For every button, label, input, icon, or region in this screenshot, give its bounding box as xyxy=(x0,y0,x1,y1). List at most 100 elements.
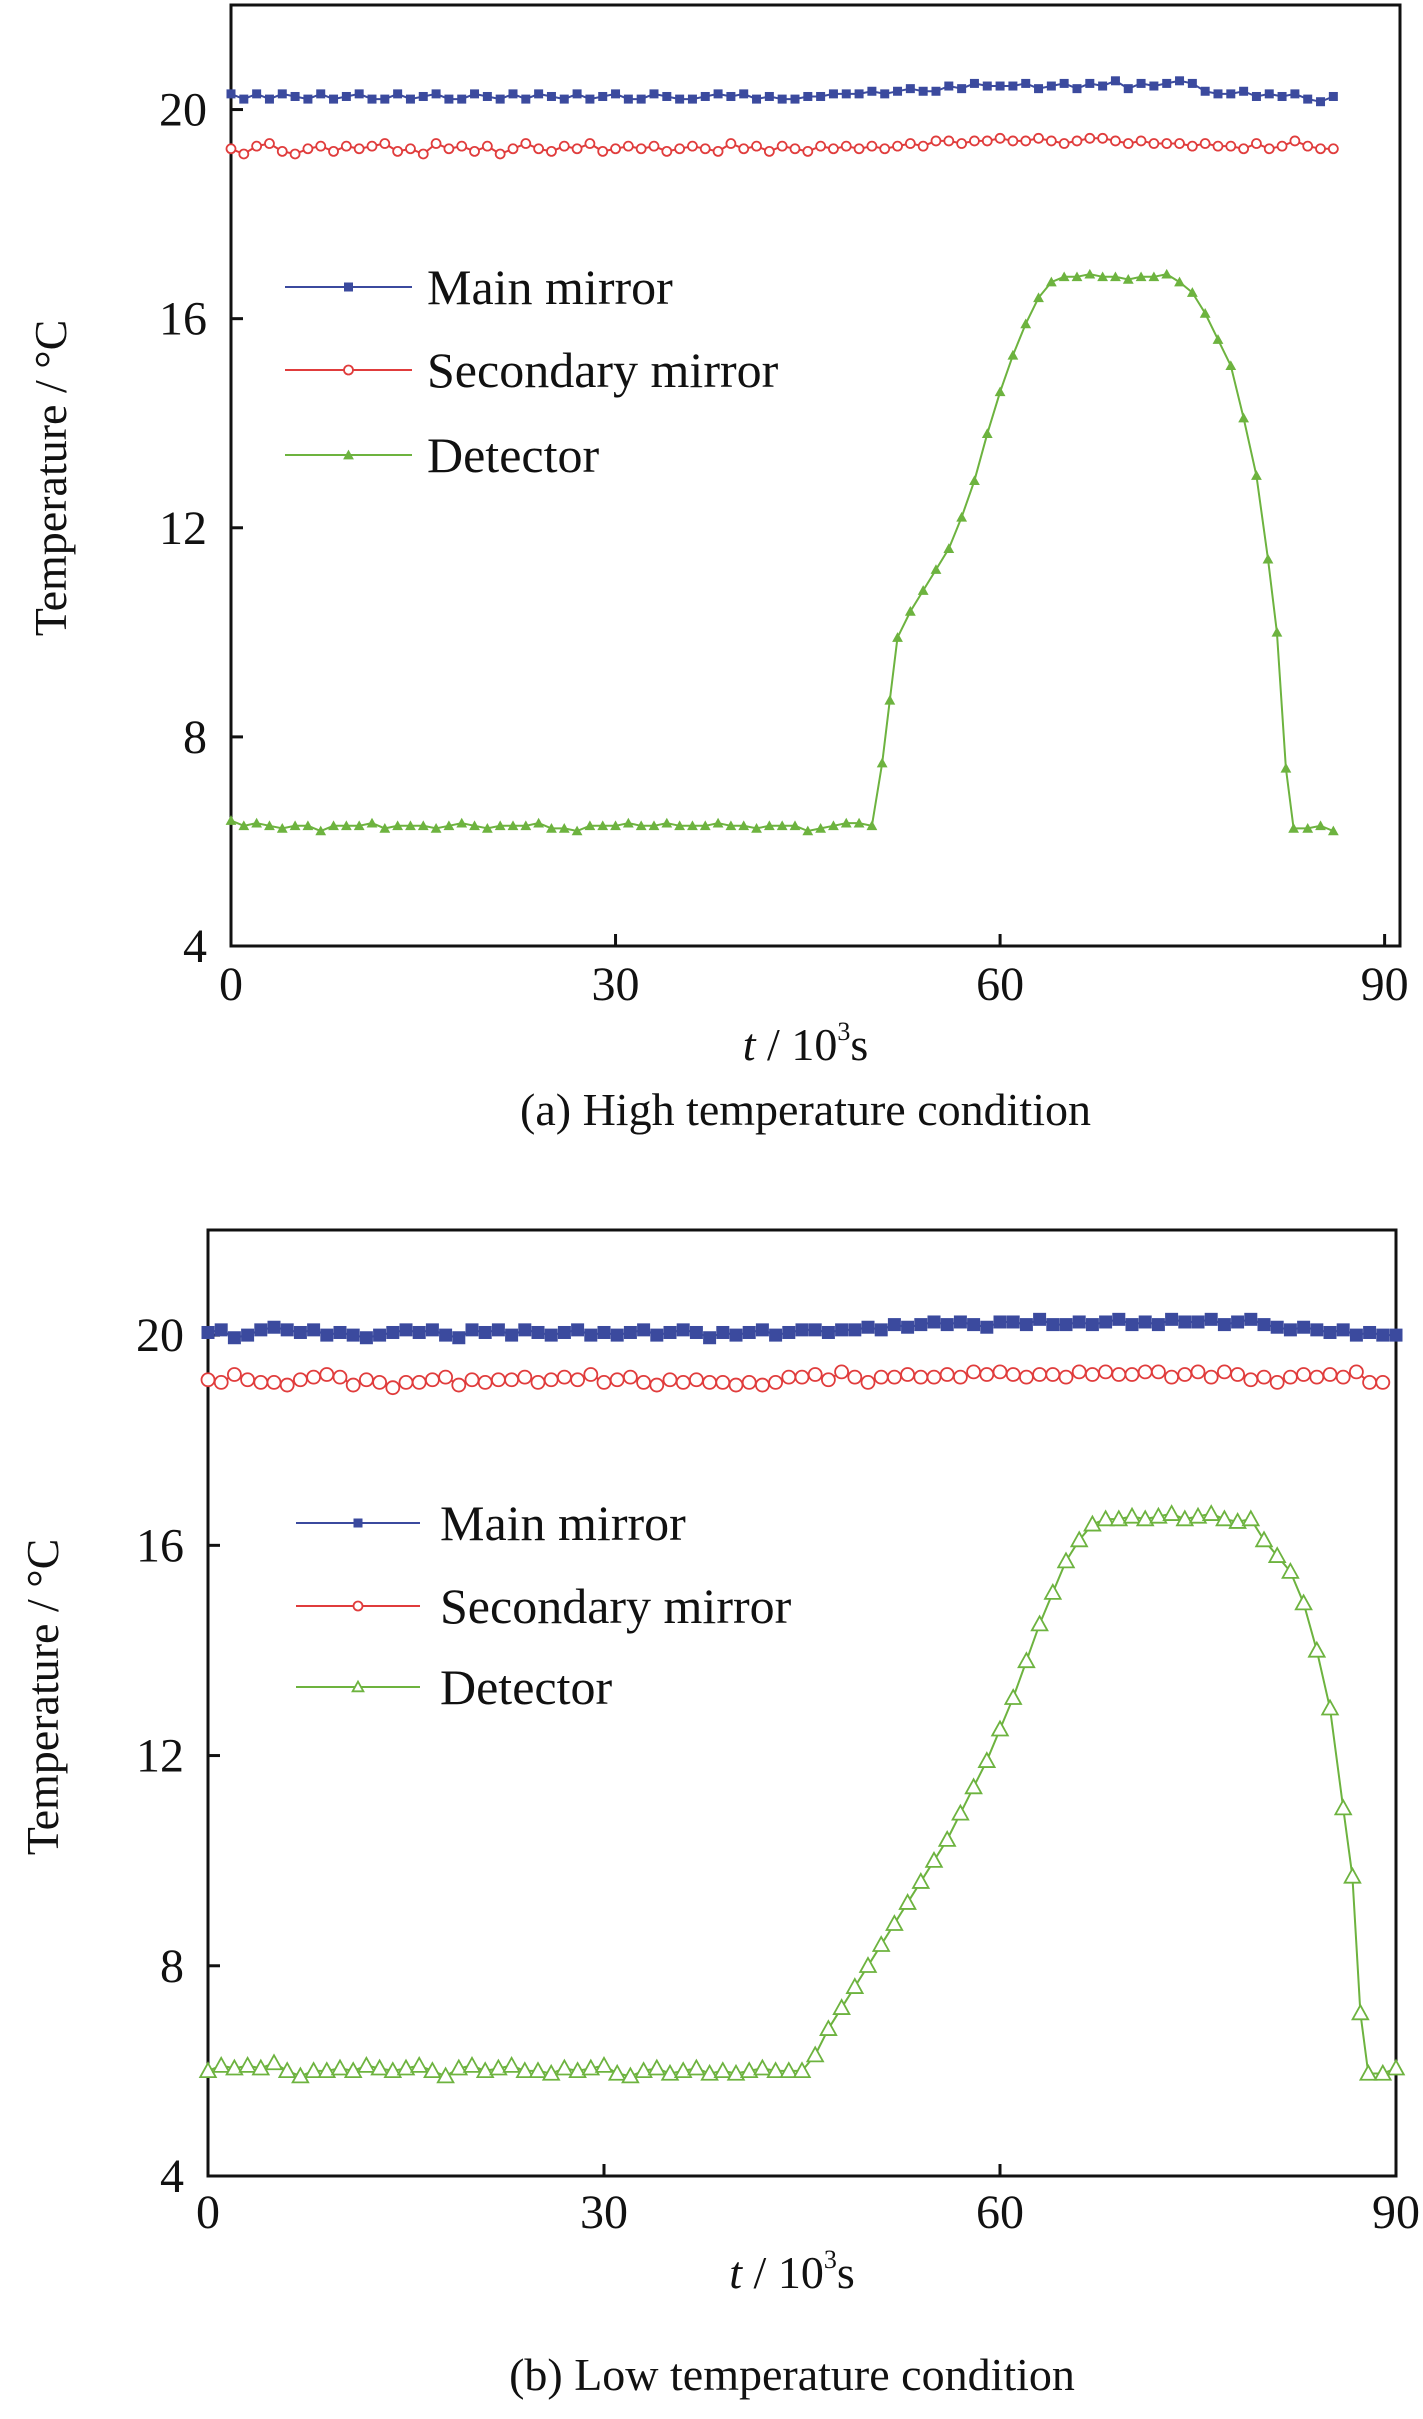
data-point-secondary-mirror xyxy=(1164,1369,1179,1385)
data-point-detector xyxy=(981,428,993,438)
data-point-secondary-mirror xyxy=(900,1367,915,1382)
data-point-main-mirror xyxy=(320,1328,334,1342)
data-point-main-mirror xyxy=(931,86,941,96)
data-point-main-mirror xyxy=(726,91,736,101)
data-point-secondary-mirror xyxy=(464,1372,480,1388)
data-point-secondary-mirror xyxy=(609,1372,625,1388)
data-point-detector xyxy=(687,2058,706,2076)
data-point-detector xyxy=(1058,271,1070,282)
data-point-secondary-mirror xyxy=(702,1375,717,1390)
data-point-main-mirror xyxy=(808,1323,822,1337)
data-point-detector xyxy=(876,757,888,768)
data-point-main-mirror xyxy=(470,89,480,99)
data-point-secondary-mirror xyxy=(840,140,852,152)
data-point-main-mirror xyxy=(1178,1315,1192,1329)
data-point-detector xyxy=(1280,762,1292,773)
data-point-main-mirror xyxy=(742,1325,756,1339)
data-point-main-mirror xyxy=(944,81,954,91)
data-point-main-mirror xyxy=(953,1315,967,1329)
data-point-main-mirror xyxy=(1138,1315,1152,1329)
y-tick-label: 16 xyxy=(136,1519,184,1572)
data-point-detector xyxy=(1003,1688,1023,1705)
data-point-main-mirror xyxy=(1136,78,1146,88)
data-point-secondary-mirror xyxy=(1190,1364,1206,1380)
data-point-main-mirror xyxy=(508,89,518,99)
data-point-detector xyxy=(1281,1561,1300,1579)
data-point-main-mirror xyxy=(905,84,915,94)
data-point-secondary-mirror xyxy=(306,1369,322,1385)
data-point-secondary-mirror xyxy=(636,1375,651,1390)
data-point-secondary-mirror xyxy=(1111,1367,1127,1382)
data-point-detector xyxy=(1045,276,1057,287)
data-point-main-mirror xyxy=(386,1325,400,1339)
data-point-detector xyxy=(924,1851,944,1868)
data-point-main-mirror xyxy=(1204,1312,1218,1326)
data-point-secondary-mirror xyxy=(1110,135,1121,147)
data-point-main-mirror xyxy=(1033,1312,1047,1326)
data-point-detector xyxy=(1302,822,1314,833)
data-point-detector xyxy=(712,817,724,828)
data-point-secondary-mirror xyxy=(1161,138,1173,149)
data-point-detector xyxy=(1327,825,1339,836)
data-point-detector xyxy=(937,1829,957,1847)
data-point-detector xyxy=(353,820,365,831)
data-point-secondary-mirror xyxy=(558,140,570,152)
data-point-secondary-mirror xyxy=(1199,138,1211,149)
data-point-secondary-mirror xyxy=(913,1369,929,1385)
data-point-detector xyxy=(1097,271,1109,282)
data-point-main-mirror xyxy=(559,94,569,104)
data-point-main-mirror xyxy=(689,1325,703,1339)
data-point-secondary-mirror xyxy=(557,1369,572,1385)
axis-ticks: 0 30 60 90 4 8 12 16 20 xyxy=(136,1309,1420,2239)
y-tick-label: 20 xyxy=(136,1309,184,1362)
data-point-main-mirror xyxy=(1217,1318,1231,1332)
data-point-detector xyxy=(1084,268,1096,279)
data-point-main-mirror xyxy=(795,1323,809,1337)
data-point-main-mirror xyxy=(1251,91,1261,101)
data-point-detector xyxy=(792,2061,812,2079)
data-point-detector xyxy=(238,820,250,831)
data-point-main-mirror xyxy=(649,89,659,99)
data-point-secondary-mirror xyxy=(979,1367,995,1382)
data-point-secondary-mirror xyxy=(687,140,698,152)
data-point-secondary-mirror xyxy=(1238,143,1250,155)
data-point-secondary-mirror xyxy=(366,140,378,152)
data-point-main-mirror xyxy=(739,89,749,99)
data-point-detector xyxy=(885,1914,904,1931)
data-point-secondary-mirror xyxy=(353,143,365,155)
data-point-main-mirror xyxy=(1226,89,1236,99)
data-point-main-mirror xyxy=(828,89,838,99)
data-point-main-mirror xyxy=(1303,94,1313,104)
data-point-secondary-mirror xyxy=(1251,138,1262,149)
data-point-detector xyxy=(674,820,686,831)
data-point-main-mirror xyxy=(521,94,531,104)
data-point-detector xyxy=(1083,1514,1102,1532)
data-point-secondary-mirror xyxy=(372,1375,388,1390)
data-point-secondary-mirror xyxy=(794,1369,810,1385)
data-point-main-mirror xyxy=(252,89,262,99)
data-point-secondary-mirror xyxy=(1033,132,1044,144)
y-tick-label: 12 xyxy=(136,1730,184,1783)
series-layer xyxy=(225,76,1339,836)
data-point-detector xyxy=(251,817,263,828)
data-point-detector xyxy=(751,822,762,833)
data-point-main-mirror xyxy=(893,86,903,96)
data-point-main-mirror xyxy=(359,1331,373,1345)
y-tick-label: 8 xyxy=(160,1940,184,1993)
data-point-detector xyxy=(951,1803,970,1821)
data-point-secondary-mirror xyxy=(533,143,545,155)
data-point-detector xyxy=(1007,349,1019,360)
data-point-main-mirror xyxy=(1200,86,1210,96)
data-point-detector xyxy=(1188,1506,1208,1524)
data-point-detector xyxy=(456,817,468,828)
data-point-secondary-mirror xyxy=(966,1364,981,1380)
data-point-detector xyxy=(892,632,903,642)
data-point-main-mirror xyxy=(405,94,415,104)
data-point-detector xyxy=(581,2058,601,2076)
data-point-main-mirror xyxy=(346,1328,360,1342)
data-point-detector xyxy=(789,820,801,831)
data-point-main-mirror xyxy=(1175,76,1185,86)
data-point-main-mirror xyxy=(927,1315,941,1329)
data-point-main-mirror xyxy=(1389,1328,1403,1342)
data-point-main-mirror xyxy=(239,94,249,104)
